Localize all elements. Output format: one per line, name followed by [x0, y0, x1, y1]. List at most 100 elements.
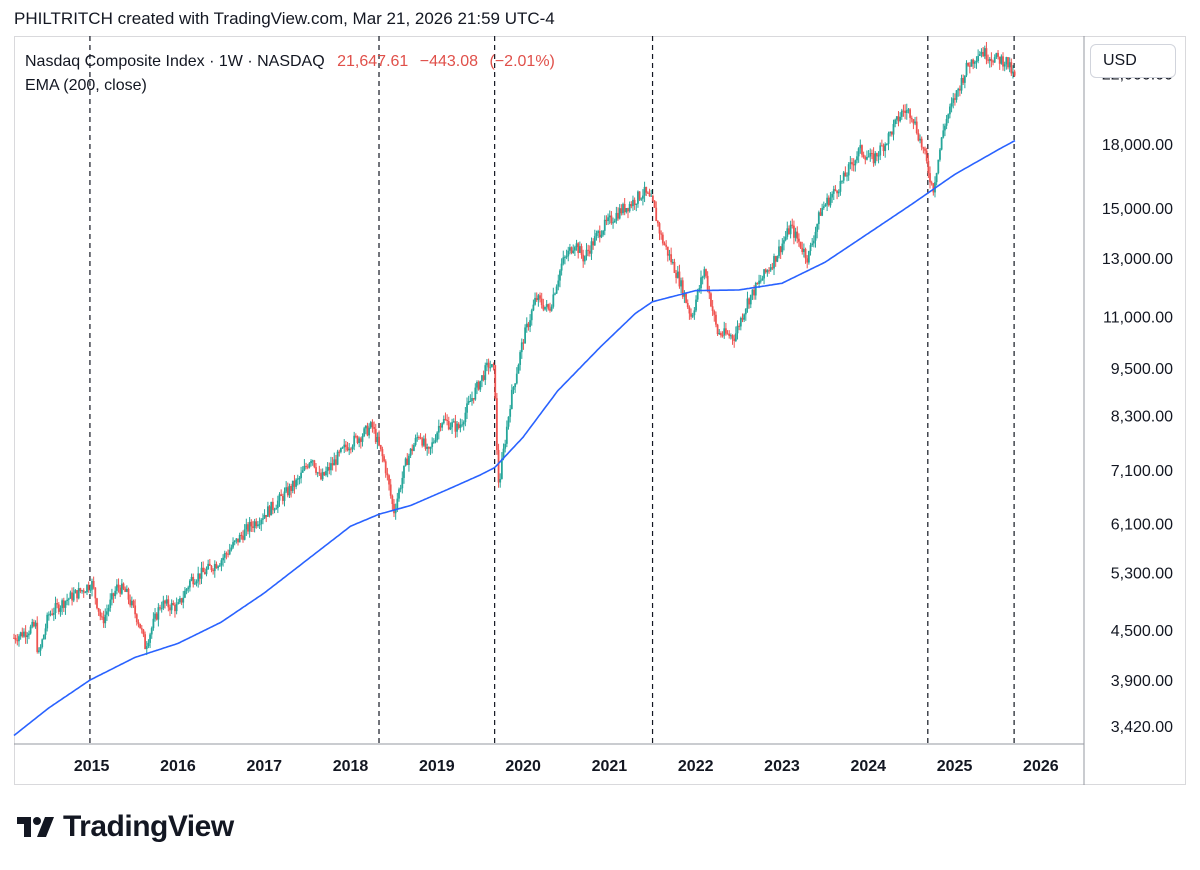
candle-body [154, 613, 156, 619]
candle-body [953, 98, 956, 100]
candle-body [545, 304, 548, 307]
candle-body [44, 628, 47, 635]
candle-body [895, 116, 898, 120]
candle-body [728, 333, 731, 337]
candle-body [812, 240, 815, 244]
candle-body [481, 375, 483, 381]
candle-body [104, 614, 107, 624]
candle-body [177, 602, 180, 604]
currency-selector[interactable]: USD [1090, 44, 1176, 78]
candle-body [983, 48, 986, 57]
candle-body [721, 335, 724, 337]
candle-body [150, 628, 153, 635]
candle-body [610, 215, 613, 224]
y-tick-label: 18,000.00 [1102, 137, 1173, 154]
candle-body [436, 432, 439, 441]
candle-body [157, 607, 160, 620]
candle-body [874, 153, 877, 164]
candle-body [449, 427, 452, 430]
candle-body [831, 193, 833, 198]
candle-body [298, 478, 301, 480]
candle-body [403, 465, 405, 478]
candle-body [167, 599, 170, 608]
candle-body [125, 588, 128, 592]
candle-body [155, 613, 158, 620]
candle-body [751, 289, 754, 295]
candle-body [739, 317, 742, 327]
candle-body [361, 436, 364, 442]
candle-body [837, 191, 840, 194]
candle-body [351, 446, 354, 450]
candle-body [970, 59, 973, 67]
candle-body [708, 289, 711, 294]
candle-body [461, 424, 463, 426]
candle-body [947, 114, 950, 119]
candle-body [836, 190, 838, 194]
x-tick-label: 2021 [592, 758, 628, 775]
candle-body [515, 373, 518, 384]
candle-body [293, 480, 296, 487]
candle-body [364, 425, 367, 429]
candle-body [691, 315, 694, 317]
candle-body [773, 256, 775, 269]
candle-body [208, 563, 211, 566]
tradingview-logo[interactable]: TradingView [17, 810, 234, 844]
candle-body [510, 389, 513, 409]
candle-body [318, 472, 321, 474]
chart-legend: Nasdaq Composite Index · 1W · NASDAQ 21,… [25, 50, 562, 98]
candle-body [763, 269, 765, 279]
candle-body [281, 496, 284, 501]
candle-body [569, 247, 571, 251]
candle-body [462, 422, 465, 425]
candle-body [447, 421, 450, 430]
candle-body [378, 436, 380, 445]
candle-body [759, 280, 762, 282]
candle-body [995, 52, 998, 58]
candle-body [1012, 71, 1014, 74]
candle-body [240, 534, 243, 536]
candle-body [190, 576, 193, 581]
candle-body [338, 451, 341, 453]
candle-body [788, 228, 790, 235]
candle-body [263, 515, 266, 519]
candle-body [310, 460, 312, 464]
candle-body [864, 157, 867, 160]
candle-body [1008, 62, 1011, 68]
candle-body [578, 246, 581, 253]
candle-body [459, 424, 462, 429]
candle-body [36, 622, 39, 652]
candle-body [477, 381, 480, 390]
candle-body [927, 160, 930, 174]
candle-body [779, 246, 782, 253]
candle-body [37, 650, 40, 652]
candle-body [285, 487, 288, 492]
candle-body [464, 412, 467, 423]
candle-body [401, 477, 404, 489]
candle-body [296, 478, 299, 480]
candle-body [768, 270, 770, 272]
candle-body [935, 173, 938, 183]
candle-body [977, 55, 980, 61]
candle-body [756, 283, 759, 285]
candle-body [930, 182, 933, 184]
candle-body [57, 604, 60, 612]
candle-body [904, 110, 907, 114]
candle-body [720, 333, 722, 336]
candle-body [217, 566, 220, 569]
candle-body [238, 534, 241, 543]
candle-body [31, 621, 34, 627]
candle-body [341, 447, 344, 449]
candle-body [471, 398, 473, 402]
candle-body [738, 325, 741, 327]
candle-body [972, 59, 975, 64]
candle-body [555, 286, 558, 294]
chart-frame [14, 36, 1186, 785]
candle-body [637, 191, 639, 204]
candle-body [942, 130, 945, 138]
candle-body [34, 622, 37, 627]
candle-body [885, 143, 888, 145]
candle-body [681, 280, 684, 297]
y-tick-label: 6,100.00 [1111, 516, 1173, 533]
candle-body [275, 508, 278, 510]
